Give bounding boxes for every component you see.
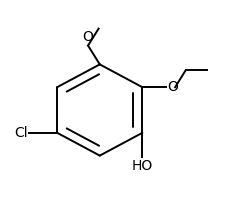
Text: O: O [167, 80, 178, 94]
Text: O: O [83, 31, 93, 44]
Text: HO: HO [132, 159, 153, 173]
Text: Cl: Cl [14, 126, 28, 140]
